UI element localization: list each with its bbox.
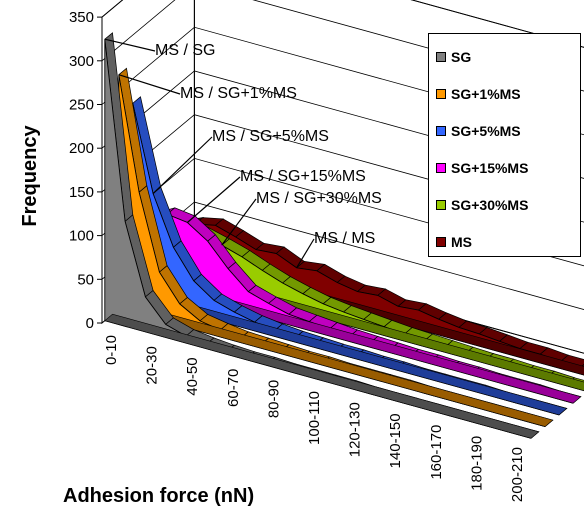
legend-label: MS: [451, 234, 472, 250]
x-axis-ticks: 0-10 20-30 40-50 60-70 80-90 100-110 120-130 14…: [103, 335, 526, 502]
x-tick-label: 80-90: [265, 380, 282, 418]
legend-item: SG+5%MS: [436, 122, 521, 140]
legend-label: SG+15%MS: [451, 160, 529, 176]
x-tick-label: 180-190: [468, 436, 485, 491]
gridline: [101, 0, 584, 48]
legend-item: MS: [436, 233, 472, 251]
y-tick-label: 200: [69, 140, 94, 157]
legend-item: SG+15%MS: [436, 159, 528, 177]
annotation-label: MS / SG+1%MS: [180, 85, 297, 102]
legend-item: SG: [436, 48, 471, 66]
y-tick-label: 250: [69, 97, 94, 114]
x-tick-label: 0-10: [103, 335, 120, 365]
x-tick-label: 60-70: [225, 369, 242, 407]
legend-label: SG+5%MS: [451, 123, 521, 139]
series-layer: [104, 32, 584, 439]
legend-label: SG+30%MS: [451, 197, 529, 213]
legend-swatch: [436, 126, 446, 136]
annotation-label: MS / SG+15%MS: [240, 168, 366, 185]
legend-label: SG+1%MS: [451, 86, 521, 102]
annotations: MS / SG MS / SG+1%MS MS / SG+5%MS MS / SG+1…: [104, 38, 382, 269]
legend-item: SG+30%MS: [436, 196, 528, 214]
series-sg-5-ms: [132, 96, 568, 416]
y-tick-label: 300: [69, 53, 94, 70]
annotation-label: MS / SG: [155, 42, 215, 59]
x-tick-label: 20-30: [144, 346, 161, 384]
x-tick-label: 160-170: [428, 425, 445, 480]
legend-swatch: [436, 52, 446, 62]
legend-label: SG: [451, 49, 472, 65]
y-tick-label: 50: [77, 271, 94, 288]
y-axis-ticks: 0 50 100 150 200 250 300 350: [69, 9, 102, 332]
series-sg-1-ms: [118, 67, 554, 428]
x-tick-label: 140-150: [387, 413, 404, 468]
legend-swatch: [436, 200, 446, 210]
annotation-leader: [104, 38, 156, 52]
series-sg: [104, 32, 540, 439]
y-axis-title: Frequency: [19, 125, 41, 227]
y-tick-label: 150: [69, 184, 94, 201]
annotation-label: MS / SG+30%MS: [256, 190, 382, 207]
x-tick-label: 200-210: [509, 447, 526, 502]
x-tick-label: 100-110: [306, 391, 323, 445]
x-axis-title: Adhesion force (nN): [63, 485, 254, 507]
y-tick-label: 100: [69, 228, 94, 245]
y-tick-label: 0: [86, 315, 94, 332]
legend: SG SG+1%MS SG+5%MS SG+15%MS SG+30%MS MS: [428, 33, 581, 257]
annotation-leader: [152, 136, 213, 195]
annotation-leader: [296, 238, 315, 269]
x-tick-label: 40-50: [184, 357, 201, 395]
annotation-leader: [221, 198, 257, 246]
x-tick-label: 120-130: [347, 402, 364, 457]
legend-swatch: [436, 89, 446, 99]
legend-item: SG+1%MS: [436, 85, 521, 103]
annotation-leader: [187, 176, 241, 223]
series-base: [104, 313, 540, 439]
legend-swatch: [436, 237, 446, 247]
annotation-label: MS / MS: [314, 230, 375, 247]
annotation-label: MS / SG+5%MS: [212, 128, 329, 145]
legend-swatch: [436, 163, 446, 173]
annotation-leader: [118, 74, 181, 95]
y-tick-label: 350: [69, 9, 94, 26]
